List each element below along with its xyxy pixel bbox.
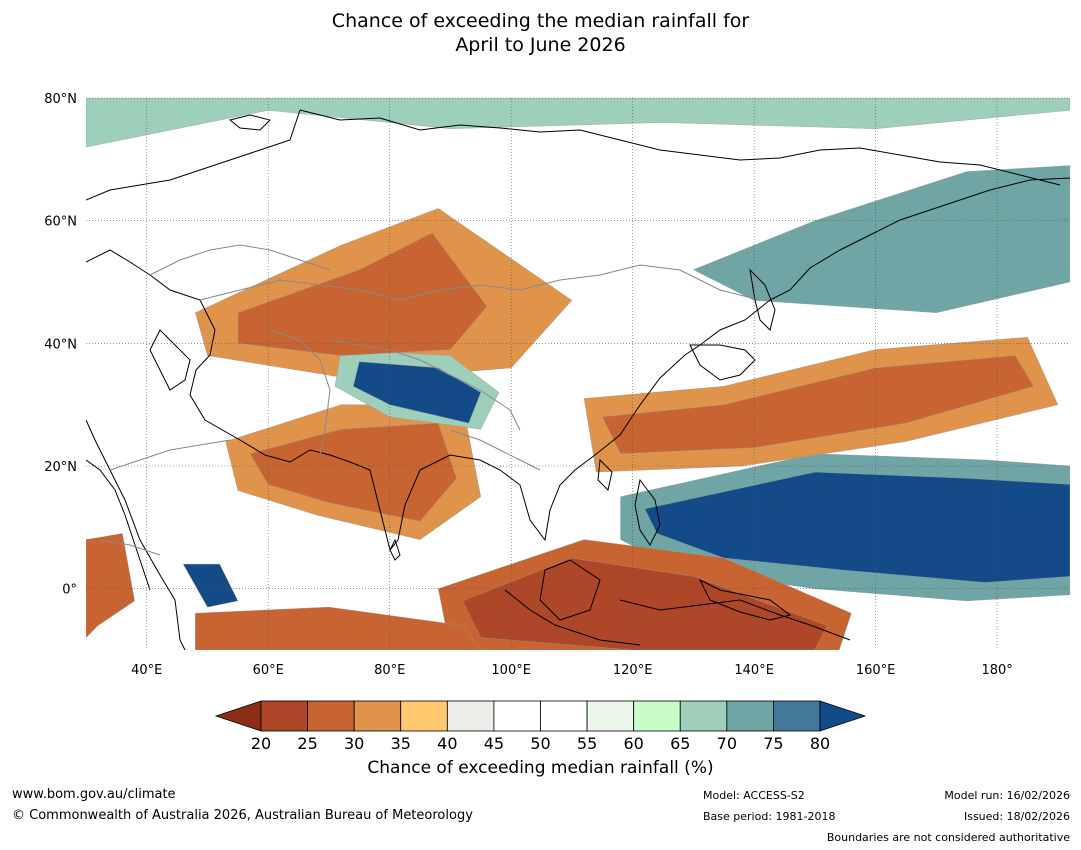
colorbar-tick-label: 55 [577, 734, 597, 753]
lon-tick-label: 40°E [131, 663, 162, 678]
colorbar-tick-label: 75 [763, 734, 783, 753]
lat-tick-label: 40°N [44, 337, 77, 352]
lon-tick-label: 180° [981, 663, 1012, 678]
colorbar-tick-label: 65 [670, 734, 690, 753]
colorbar-label: Chance of exceeding median rainfall (%) [367, 758, 714, 778]
colorbar-segment [633, 700, 681, 732]
colorbar-tick-label: 80 [810, 734, 830, 753]
colorbar-over-arrow [819, 700, 867, 732]
website-link[interactable]: www.bom.gov.au/climate [12, 787, 176, 802]
lon-tick-label: 120°E [613, 663, 653, 678]
lon-tick-label: 160°E [856, 663, 896, 678]
probability-regions [86, 98, 1070, 650]
lat-tick-label: 60°N [44, 215, 77, 230]
copyright-text: © Commonwealth of Australia 2026, Austra… [12, 808, 473, 823]
graticule [86, 97, 1070, 650]
colorbar-tick-label: 25 [297, 734, 317, 753]
colorbar-segment [726, 700, 774, 732]
base-period-text: Base period: 1981-2018 [703, 810, 836, 823]
colorbar-tick-label: 40 [437, 734, 457, 753]
colorbar-segment [586, 700, 635, 732]
lat-tick-label: 0° [62, 583, 77, 598]
colorbar-segment [400, 700, 448, 732]
colorbar-tick-label: 50 [530, 734, 550, 753]
model-run-text: Model run: 16/02/2026 [944, 789, 1070, 802]
map-title: Chance of exceeding the median rainfall … [0, 9, 1081, 57]
colorbar-segment [679, 700, 728, 732]
issued-text: Issued: 18/02/2026 [963, 810, 1070, 823]
colorbar-segment [540, 700, 588, 732]
region-maritime-continent-dry [462, 557, 828, 650]
country-borders [99, 244, 761, 556]
colorbar-tick-label: 45 [484, 734, 504, 753]
lat-tick-label: 20°N [44, 460, 77, 475]
colorbar-segment [493, 700, 541, 732]
region-tibet-wet [353, 361, 482, 424]
colorbar-segment [260, 700, 308, 732]
model-text: Model: ACCESS-S2 [703, 789, 805, 802]
lon-tick-label: 60°E [253, 663, 284, 678]
region-india-arabian-sea-dry [249, 422, 457, 522]
latitude-labels: 80°N 60°N 40°N 20°N 0° [44, 92, 77, 598]
map-title-line-1: Chance of exceeding the median rainfall … [331, 10, 750, 32]
lat-tick-label: 80°N [44, 92, 77, 107]
coastlines [86, 109, 1070, 650]
colorbar-tick-labels: 20 25 30 35 40 45 50 55 60 65 70 75 80 [251, 734, 830, 753]
region-south-china-japan-dry [601, 355, 1034, 454]
disclaimer-text: Boundaries are not considered authoritat… [826, 831, 1070, 844]
colorbar-tick-label: 35 [391, 734, 411, 753]
colorbar-segment [353, 700, 402, 732]
region-africa-west-dry [86, 533, 135, 638]
colorbar-tick-label: 20 [251, 734, 271, 753]
colorbar-segment [307, 700, 355, 732]
region-indian-ocean-south-dry [195, 606, 482, 650]
colorbar-under-arrow [214, 700, 262, 732]
region-east-asia-north-wet [692, 165, 1070, 313]
colorbar-tick-label: 70 [717, 734, 737, 753]
colorbar-tick-label: 60 [623, 734, 643, 753]
lon-tick-label: 80°E [374, 663, 405, 678]
colorbar-segment [773, 700, 821, 732]
longitude-labels: 40°E 60°E 80°E 100°E 120°E 140°E 160°E 180° [131, 663, 1013, 678]
colorbar-tick-label: 30 [344, 734, 364, 753]
map-title-line-2: April to June 2026 [455, 34, 626, 56]
region-west-pacific-wet [644, 471, 1070, 583]
lon-tick-label: 140°E [734, 663, 774, 678]
region-central-asia-dry [237, 232, 488, 356]
lon-tick-label: 100°E [491, 663, 531, 678]
region-somalia-wet [182, 563, 239, 608]
colorbar-segment [446, 700, 495, 732]
colorbar [214, 700, 867, 732]
